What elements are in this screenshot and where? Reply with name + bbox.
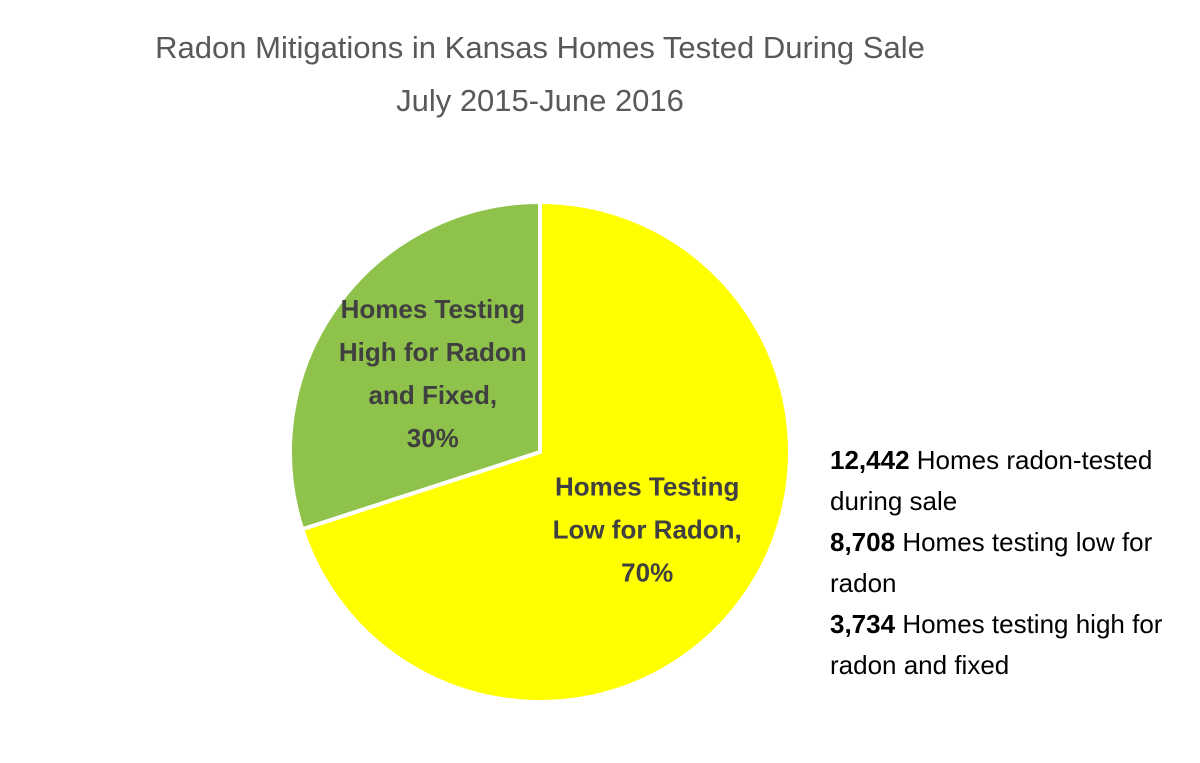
annotation: 12,442 Homes radon-tested during sale — [830, 440, 1190, 522]
pie-slice — [300, 200, 792, 704]
annotation-text: Homes radon-tested during sale — [830, 445, 1153, 516]
annotation-number: 8,708 — [830, 527, 896, 557]
annotations: 12,442 Homes radon-tested during sale 8,7… — [830, 440, 1190, 686]
slice-label: Homes Testing Low for Radon, 70% — [542, 465, 752, 594]
annotation: 3,734 Homes testing high for radon and f… — [830, 604, 1190, 686]
chart-subtitle: July 2015-June 2016 — [396, 83, 684, 118]
pie-slice — [288, 200, 542, 532]
slice-value-label: 70% — [621, 557, 674, 588]
annotation-number: 3,734 — [830, 609, 896, 639]
annotation-text: Homes testing low for radon — [830, 527, 1153, 598]
chart-title: Radon Mitigations in Kansas Homes Tested… — [155, 30, 925, 65]
slice-value-label: 30% — [406, 423, 459, 454]
slice-category: Homes Testing High for Radon and Fixed, — [338, 294, 527, 411]
slice-category: Homes Testing Low for Radon, — [552, 471, 742, 545]
annotation-text: Homes testing high for radon and fixed — [830, 609, 1163, 680]
annotation: 8,708 Homes testing low for radon — [830, 522, 1190, 604]
slice-label: Homes Testing High for Radon and Fixed, 3… — [328, 288, 538, 460]
annotation-number: 12,442 — [830, 445, 910, 475]
